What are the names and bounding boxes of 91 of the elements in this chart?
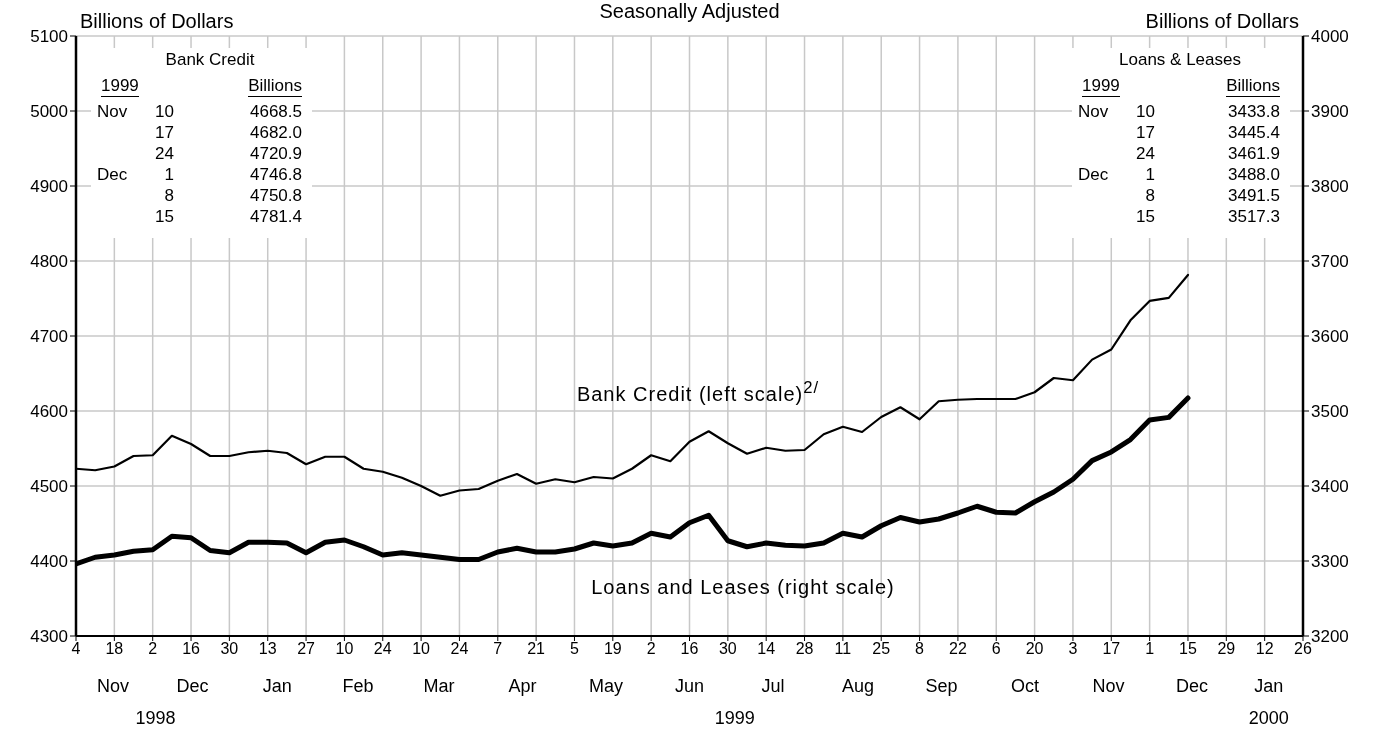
- x-tick-label: 16: [182, 640, 201, 658]
- text: Aug: [841, 676, 874, 697]
- x-tick-label: 17: [1102, 640, 1121, 658]
- text: Feb: [342, 676, 374, 697]
- y2-tick-label: 3700: [1311, 252, 1349, 272]
- x-tick-label: 21: [527, 640, 546, 658]
- series-label: Loans and Leases (right scale): [591, 576, 895, 599]
- x-tick-label: 29: [1217, 640, 1236, 658]
- y2-tick-label: 3600: [1311, 327, 1349, 347]
- y2-tick-label: 3200: [1311, 627, 1349, 647]
- annotation: Loans & Leases: [1119, 50, 1241, 70]
- annotation: 1999: [101, 76, 139, 97]
- text: 24 3461.9: [1136, 144, 1280, 163]
- y-tick-label: 4900: [30, 177, 68, 197]
- x-tick-label: 22: [949, 640, 967, 658]
- x-tick-label: 12: [1255, 640, 1274, 658]
- text: Jan: [1254, 676, 1284, 697]
- text: Nov: [96, 676, 129, 697]
- text: Nov: [1092, 676, 1125, 697]
- x-tick-label: 1: [1145, 640, 1155, 658]
- text: May: [588, 676, 623, 697]
- x-tick-label: 14: [757, 640, 776, 658]
- x-tick-label: 5: [570, 640, 580, 658]
- text: 24 4720.9: [155, 144, 302, 163]
- x-tick-label: 8: [915, 640, 925, 658]
- text: 1999: [714, 708, 755, 728]
- x-tick-label: 19: [603, 640, 622, 658]
- x-tick-label: 13: [258, 640, 277, 658]
- y2-axis-title: Billions of Dollars: [1145, 10, 1299, 33]
- text: Dec 1 3488.0: [1078, 165, 1280, 184]
- text: Nov 10 3433.8: [1078, 102, 1280, 121]
- y2-tick-label: 3900: [1311, 102, 1349, 122]
- x-tick-label: 30: [220, 640, 239, 658]
- series-label: Bank Credit (left scale)$^{2/}$: [576, 378, 820, 406]
- text: 8 4750.8: [164, 186, 302, 205]
- y-tick-label: 4700: [30, 327, 68, 347]
- x-tick-label: 15: [1179, 640, 1197, 658]
- y-tick-label: 4600: [30, 402, 68, 422]
- x-tick-label: 25: [872, 640, 891, 658]
- text: 15 4781.4: [155, 207, 302, 226]
- y2-tick-label: 3400: [1311, 477, 1349, 497]
- text: Mar: [423, 676, 455, 697]
- x-tick-label: 4: [71, 640, 81, 658]
- x-tick-label: 3: [1068, 640, 1078, 658]
- annotation: Bank Credit: [165, 50, 255, 70]
- y2-tick-label: 3300: [1311, 552, 1349, 572]
- x-tick-label: 7: [493, 640, 503, 658]
- text: Sep: [925, 676, 958, 697]
- x-tick-label: 28: [795, 640, 814, 658]
- text: Dec 1 4746.8: [97, 165, 302, 184]
- x-tick-label: 24: [450, 640, 469, 658]
- y-tick-label: 5000: [30, 102, 68, 122]
- y2-tick-label: 3800: [1311, 177, 1349, 197]
- text: Jan: [262, 676, 292, 697]
- y2-tick-label: 3500: [1311, 402, 1349, 422]
- x-tick-label: 20: [1025, 640, 1044, 658]
- text: Billions: [248, 76, 302, 95]
- text: 15 3517.3: [1136, 207, 1280, 226]
- text: Nov 10 4668.5: [97, 102, 302, 121]
- text: 1999 Billions: [1082, 76, 1280, 95]
- x-tick-label: 2: [646, 640, 656, 658]
- text: 17 4682.0: [155, 123, 302, 142]
- y-tick-label: 4300: [30, 627, 68, 647]
- x-tick-label: 6: [991, 640, 1001, 658]
- text: 17 3445.4: [1136, 123, 1280, 142]
- x-tick-label: 10: [335, 640, 354, 658]
- text: Oct: [1010, 676, 1040, 697]
- y-tick-label: 4400: [30, 552, 68, 572]
- text: Apr: [508, 676, 537, 697]
- x-tick-label: 16: [680, 640, 699, 658]
- text: 8 3491.5: [1145, 186, 1280, 205]
- text: 2000: [1248, 708, 1289, 729]
- x-tick-label: 27: [297, 640, 316, 658]
- x-tick-label: 18: [105, 640, 124, 658]
- x-tick-label: 24: [373, 640, 392, 658]
- y-axis-title: Billions of Dollars: [80, 10, 234, 33]
- y-tick-label: 4500: [30, 477, 68, 497]
- text: Dec: [176, 676, 209, 697]
- x-tick-label: 30: [718, 640, 737, 658]
- x-tick-label: 11: [834, 640, 852, 658]
- text: 1998: [135, 708, 176, 729]
- x-tick-label: 10: [412, 640, 431, 658]
- x-tick-label: 2: [148, 640, 158, 658]
- y2-tick-label: 4000: [1311, 27, 1349, 47]
- y-tick-label: 5100: [30, 27, 68, 47]
- y-tick-label: 4800: [30, 252, 68, 272]
- text: Jul: [761, 676, 785, 697]
- text: Dec: [1176, 676, 1209, 697]
- text: Jun: [674, 676, 705, 697]
- chart-title: Seasonally Adjusted: [599, 0, 780, 23]
- x-tick-label: 26: [1294, 640, 1312, 658]
